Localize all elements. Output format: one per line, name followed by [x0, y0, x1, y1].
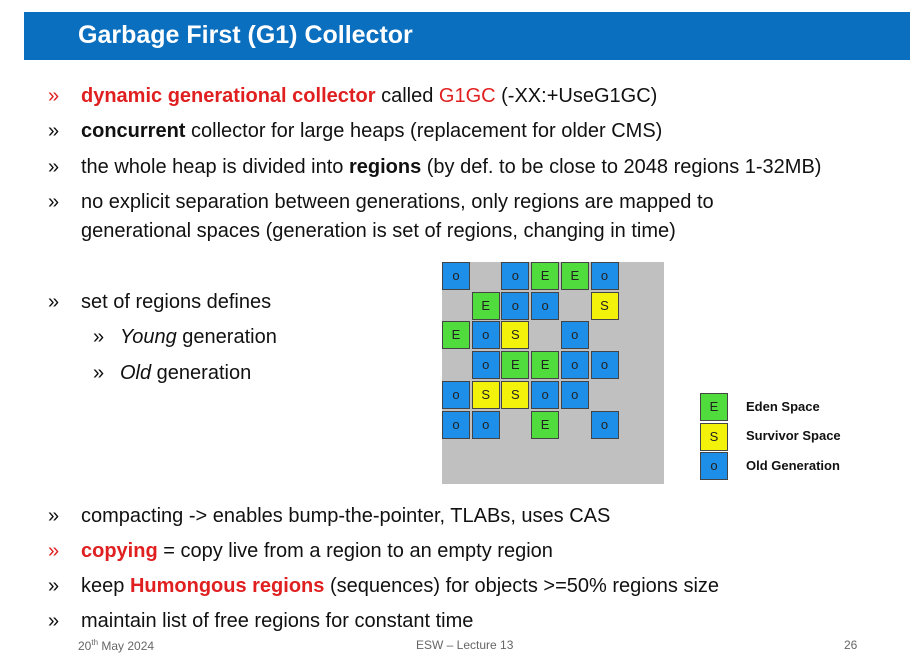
bullet-marker: »: [48, 191, 60, 213]
legend-survivor-label: Survivor Space: [746, 428, 841, 443]
bullet-text: = copy live from a region to an empty re…: [157, 540, 553, 562]
legend-survivor-swatch: S: [700, 423, 728, 451]
region-cell-old: o: [501, 291, 530, 320]
legend-eden-swatch: E: [700, 393, 728, 421]
region-cell-eden: E: [531, 351, 560, 380]
region-cell-eden: E: [442, 321, 470, 350]
bullet-text-line2: generational spaces (generation is set o…: [81, 220, 676, 242]
bullet-marker: »: [48, 291, 60, 313]
region-cell-old: o: [560, 351, 589, 380]
region-cell-old: o: [531, 380, 560, 409]
region-cell-old: o: [442, 380, 470, 409]
bullet-text: compacting -> enables bump-the-pointer, …: [81, 505, 611, 527]
region-cell-old: o: [501, 262, 530, 290]
region-cell-old: o: [590, 262, 619, 290]
region-cell-old: o: [560, 321, 589, 350]
bullet-text: collector for large heaps (replacement f…: [185, 120, 663, 142]
bullet-text-line1: no explicit separation between generatio…: [81, 191, 714, 213]
region-cell-eden: E: [531, 262, 560, 290]
bullet-text: (sequences) for objects >=50% regions si…: [324, 575, 720, 597]
bullet-text: (by def. to be close to 2048 regions 1-3…: [421, 156, 822, 178]
italic-text: Young: [120, 326, 177, 348]
region-cell-old: o: [560, 380, 589, 409]
region-cell-old: o: [442, 410, 470, 439]
region-cell-survivor: S: [501, 321, 530, 350]
footer-date-rest: May 2024: [98, 639, 155, 653]
bold-text: concurrent: [81, 120, 186, 142]
region-cell-old: o: [590, 410, 619, 439]
italic-text: Old: [120, 362, 152, 384]
sub-bullet-marker: »: [93, 362, 105, 384]
bullet-text: keep: [81, 575, 130, 597]
bullet-text: set of regions defines: [81, 291, 272, 313]
slide-title: Garbage First (G1) Collector: [78, 21, 413, 49]
footer-date-suffix: th: [91, 638, 99, 647]
footer-page-number: 26: [844, 638, 858, 652]
highlight-text: dynamic generational collector: [81, 85, 376, 107]
highlight-text: Humongous regions: [129, 575, 325, 597]
footer-date: 20th May 2024: [78, 638, 154, 653]
region-cell-eden: E: [531, 410, 560, 439]
bullet-text: the whole heap is divided into: [81, 156, 349, 178]
bullet-marker: »: [48, 610, 60, 632]
bullet-marker: »: [48, 575, 60, 597]
bullet-marker: »: [48, 505, 60, 527]
region-cell-old: o: [531, 291, 560, 320]
bullet-text: (-XX:+UseG1GC): [495, 85, 658, 107]
region-cell-old: o: [442, 262, 470, 290]
footer-lecture: ESW – Lecture 13: [416, 638, 514, 652]
sub-bullet-text: generation: [176, 326, 277, 348]
region-cell-survivor: S: [501, 380, 530, 409]
highlight-text: G1GC: [438, 85, 496, 107]
region-cell-eden: E: [560, 262, 589, 290]
region-cell-old: o: [590, 351, 619, 380]
bullet-marker: »: [48, 85, 60, 107]
bullet-text: called: [375, 85, 439, 107]
region-cell-old: o: [471, 410, 500, 439]
bullet-marker: »: [48, 156, 60, 178]
region-cell-eden: E: [471, 291, 500, 320]
title-bar: Garbage First (G1) Collector: [24, 12, 910, 60]
bullet-marker: »: [48, 540, 60, 562]
legend-old-swatch: o: [700, 452, 728, 480]
legend-old-label: Old Generation: [746, 458, 840, 473]
region-cell-old: o: [471, 351, 500, 380]
bullet-text: maintain list of free regions for consta…: [81, 610, 474, 632]
legend-eden-label: Eden Space: [746, 399, 820, 414]
region-cell-survivor: S: [590, 291, 619, 320]
footer-date-day: 20: [78, 639, 92, 653]
bold-text: regions: [348, 156, 422, 178]
region-cell-survivor: S: [471, 380, 500, 409]
region-cell-eden: E: [501, 351, 530, 380]
highlight-text: copying: [81, 540, 158, 562]
sub-bullet-text: generation: [151, 362, 252, 384]
region-cell-old: o: [471, 321, 500, 350]
sub-bullet-marker: »: [93, 326, 105, 348]
bullet-marker: »: [48, 120, 60, 142]
